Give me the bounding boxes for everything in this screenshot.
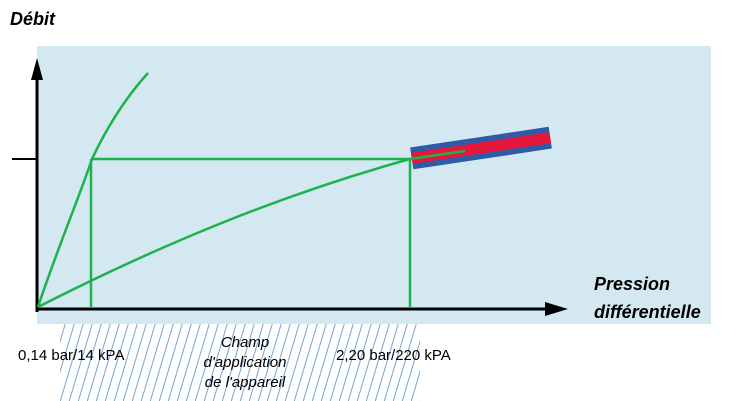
curve-extension-line — [409, 149, 466, 161]
low-pressure-label: 0,14 bar/14 kPA — [18, 347, 124, 364]
chart-background-panel — [37, 46, 711, 324]
range-label-line3: de l'appareil — [205, 374, 286, 391]
shallow-flow-curve — [37, 157, 411, 309]
hatch-line — [401, 339, 420, 401]
hatch-line — [410, 370, 420, 401]
x-axis-label-line1: Pression — [594, 274, 670, 294]
high-pressure-label: 2,20 bar/220 kPA — [336, 347, 451, 364]
x-axis-arrow-icon — [545, 302, 568, 316]
range-label-line2: d'application — [204, 354, 287, 371]
y-axis-arrow-icon — [31, 58, 43, 80]
valve-pipe — [410, 126, 552, 170]
range-label-line1: Champ — [221, 334, 269, 351]
y-axis-label: Débit — [10, 9, 56, 29]
x-axis-label-line2: différentielle — [594, 302, 701, 322]
valve-pipe-inner — [410, 132, 552, 164]
